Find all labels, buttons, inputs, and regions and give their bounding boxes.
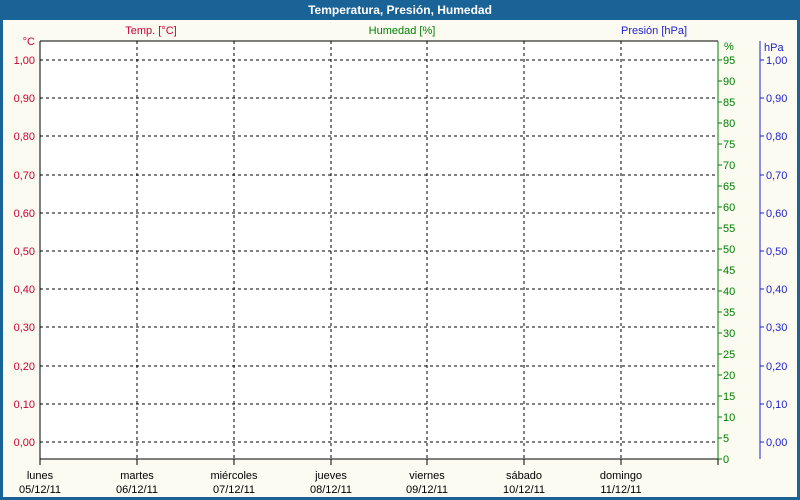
x-axis-day-date-label: 10/12/11 <box>503 484 545 496</box>
y-axis-humidity-tick-label: 65 <box>723 181 735 193</box>
y-axis-temp-tick-label: 1,00 <box>14 55 35 67</box>
y-axis-humidity-tick-label: 45 <box>723 265 735 277</box>
x-axis-day-name-label: jueves <box>314 470 347 482</box>
y-axis-temp-tick-label: 0,40 <box>14 284 35 296</box>
y-axis-pressure-tick-label: 0,40 <box>766 284 787 296</box>
y-axis-temp-tick-label: 0,00 <box>14 437 35 449</box>
y-axis-temp-tick-label: 0,20 <box>14 361 35 373</box>
y-axis-temp-tick-label: 0,10 <box>14 399 35 411</box>
y-axis-humidity-tick-label: 25 <box>723 349 735 361</box>
y-axis-humidity-tick-label: 85 <box>723 97 735 109</box>
x-axis-day-name-label: miércoles <box>210 470 258 482</box>
y-axis-humidity-tick-label: 60 <box>723 202 735 214</box>
y-axis-humidity-tick-label: 40 <box>723 286 735 298</box>
y-axis-temp-tick-label: 0,30 <box>14 322 35 334</box>
y-axis-pressure-tick-label: 0,10 <box>766 399 787 411</box>
y-axis-humidity-tick-label: 55 <box>723 223 735 235</box>
y-axis-pressure-tick-label: 0,90 <box>766 93 787 105</box>
x-axis-day-date-label: 07/12/11 <box>213 484 255 496</box>
y-axis-pressure-tick-label: 0,70 <box>766 170 787 182</box>
plot-border <box>39 40 718 460</box>
y-axis-humidity-tick-label: 0 <box>723 454 729 466</box>
x-axis-day-name-label: viernes <box>409 470 445 482</box>
legend-humidity-label: Humedad [%] <box>368 25 436 37</box>
window-frame-bottom <box>0 497 800 500</box>
x-axis-day-date-label: 06/12/11 <box>116 484 158 496</box>
y-axis-temp-tick-label: 0,90 <box>14 93 35 105</box>
y-axis-humidity-tick-label: 80 <box>723 118 735 130</box>
y-axis-pressure-unit-label: hPa <box>764 42 784 54</box>
y-axis-temp-tick-label: 0,60 <box>14 208 35 220</box>
legend-pressure-label: Presión [hPa] <box>620 25 688 37</box>
y-axis-humidity-tick-label: 95 <box>723 55 735 67</box>
y-axis-pressure: 1,00 0,90 0,80 0,70 0,60 0,50 0,40 0,30 0,20 0,10… <box>759 41 787 459</box>
y-axis-humidity-tick-label: 10 <box>723 412 735 424</box>
y-axis-pressure-tick-label: 1,00 <box>766 55 787 67</box>
y-axis-pressure-tick-label: 0,60 <box>766 208 787 220</box>
y-axis-humidity-tick-label: 70 <box>723 160 735 172</box>
x-axis-day-name-label: martes <box>120 470 154 482</box>
y-axis-temp-tick-label: 0,70 <box>14 170 35 182</box>
window-title-bar: Temperatura, Presión, Humedad <box>0 0 800 20</box>
y-axis-humidity-tick-label: 15 <box>723 391 735 403</box>
y-axis-pressure-tick-label: 0,30 <box>766 322 787 334</box>
x-axis-day-name-label: domingo <box>600 470 642 482</box>
y-axis-humidity-tick-label: 20 <box>723 370 735 382</box>
window-title: Temperatura, Presión, Humedad <box>308 3 492 17</box>
y-axis-temp-tick-label: 0,50 <box>14 246 35 258</box>
plot-area <box>40 41 718 459</box>
y-axis-pressure-tick-label: 0,20 <box>766 361 787 373</box>
x-axis-day-date-label: 11/12/11 <box>600 484 641 496</box>
gridlines <box>40 41 718 459</box>
x-axis-day-date-label: 08/12/11 <box>310 484 352 496</box>
y-axis-pressure-tick-label: 0,00 <box>766 437 787 449</box>
y-axis-humidity-tick-label: 90 <box>723 76 735 88</box>
x-axis-day-name-label: lunes <box>27 470 54 482</box>
x-axis-day-name-label: sábado <box>506 470 542 482</box>
window-frame-left <box>0 20 3 500</box>
y-axis-humidity-unit-label: % <box>724 41 734 53</box>
y-axis-humidity-tick-label: 35 <box>723 307 735 319</box>
legend-temp-label: Temp. [°C] <box>125 25 177 37</box>
x-axis-day-date-label: 09/12/11 <box>406 484 448 496</box>
y-axis-pressure-tick-label: 0,80 <box>766 131 787 143</box>
y-axis-humidity-tick-label: 50 <box>723 244 735 256</box>
y-axis-temp-tick-label: 0,80 <box>14 131 35 143</box>
x-axis-day-date-label: 05/12/11 <box>19 484 61 496</box>
y-axis-humidity-tick-label: 75 <box>723 139 735 151</box>
window-frame-right <box>797 20 800 500</box>
x-axis-days: lunes 05/12/11 martes 06/12/11 miércoles 07/1… <box>19 459 719 496</box>
y-axis-temp-unit-label: °C <box>23 36 35 48</box>
y-axis-humidity-tick-label: 30 <box>723 328 735 340</box>
y-axis-pressure-tick-label: 0,50 <box>766 246 787 258</box>
y-axis-humidity-tick-label: 5 <box>723 433 729 445</box>
y-axis-temp: 1,00 0,90 0,80 0,70 0,60 0,50 0,40 0,30 0,20 0,10… <box>14 36 35 449</box>
